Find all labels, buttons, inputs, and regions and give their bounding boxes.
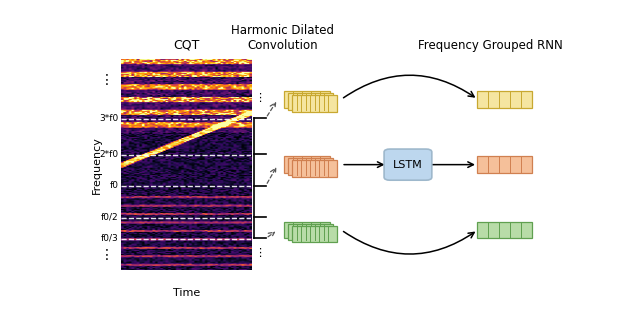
FancyBboxPatch shape bbox=[292, 226, 337, 242]
Text: Time: Time bbox=[172, 288, 200, 298]
Text: Frequency Grouped RNN: Frequency Grouped RNN bbox=[417, 39, 562, 52]
FancyBboxPatch shape bbox=[288, 93, 333, 110]
FancyBboxPatch shape bbox=[284, 91, 330, 108]
Text: f0/2: f0/2 bbox=[101, 213, 119, 222]
FancyBboxPatch shape bbox=[284, 156, 330, 173]
Text: LSTM: LSTM bbox=[393, 160, 423, 170]
Text: CQT: CQT bbox=[173, 39, 200, 52]
Text: f0/3: f0/3 bbox=[101, 234, 119, 243]
Text: f0: f0 bbox=[109, 181, 119, 190]
FancyBboxPatch shape bbox=[476, 156, 532, 173]
FancyBboxPatch shape bbox=[476, 222, 532, 238]
FancyBboxPatch shape bbox=[284, 222, 330, 238]
Text: ⋮: ⋮ bbox=[100, 73, 114, 87]
Text: ⋮: ⋮ bbox=[100, 248, 114, 262]
FancyBboxPatch shape bbox=[288, 224, 333, 240]
FancyBboxPatch shape bbox=[288, 158, 333, 175]
FancyBboxPatch shape bbox=[476, 91, 532, 108]
FancyBboxPatch shape bbox=[292, 95, 337, 111]
Text: Harmonic Dilated
Convolution: Harmonic Dilated Convolution bbox=[231, 24, 334, 52]
Text: Frequency: Frequency bbox=[92, 136, 102, 194]
Text: ⋮: ⋮ bbox=[254, 93, 266, 103]
Text: 3*f0: 3*f0 bbox=[100, 114, 119, 123]
Text: 2*f0: 2*f0 bbox=[100, 150, 119, 158]
Text: ⋮: ⋮ bbox=[254, 248, 266, 259]
FancyBboxPatch shape bbox=[384, 149, 432, 180]
FancyBboxPatch shape bbox=[292, 160, 337, 177]
